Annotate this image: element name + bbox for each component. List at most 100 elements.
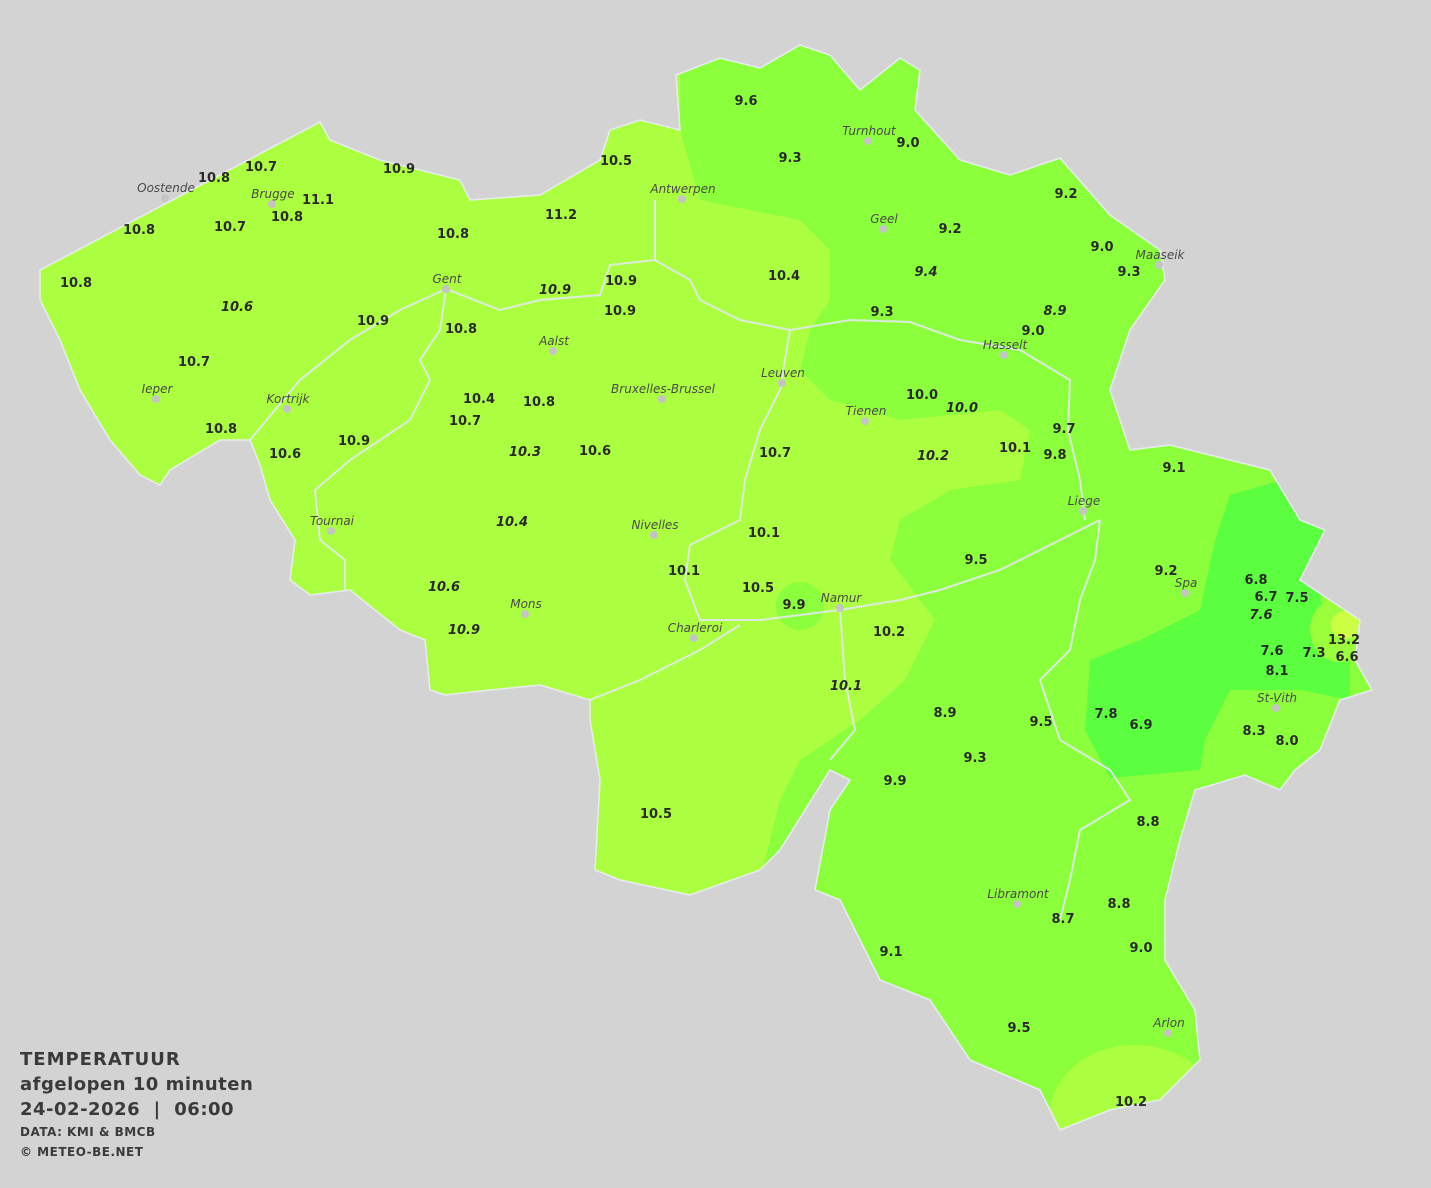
temperature-reading: 10.4 bbox=[463, 392, 495, 407]
temperature-reading: 10.4 bbox=[768, 269, 800, 284]
temperature-reading: 9.0 bbox=[1021, 324, 1044, 339]
city-label: Tournai bbox=[310, 514, 355, 528]
temperature-reading: 10.7 bbox=[449, 414, 481, 429]
temperature-reading: 8.8 bbox=[1136, 815, 1159, 830]
temperature-reading: 6.9 bbox=[1129, 718, 1152, 733]
temperature-reading: 10.7 bbox=[245, 160, 277, 175]
temperature-reading: 9.2 bbox=[938, 222, 961, 237]
temperature-reading: 9.5 bbox=[964, 553, 987, 568]
temperature-reading: 9.4 bbox=[914, 265, 937, 280]
temperature-reading: 9.6 bbox=[734, 94, 757, 109]
city-label: Nivelles bbox=[631, 518, 678, 532]
temperature-reading: 10.6 bbox=[269, 447, 301, 462]
temperature-reading: 10.0 bbox=[946, 401, 978, 416]
city-label: Hasselt bbox=[983, 338, 1029, 352]
hot-spot bbox=[1331, 611, 1359, 639]
temperature-reading: 9.1 bbox=[879, 945, 902, 960]
city-label: Mons bbox=[510, 597, 542, 611]
temperature-reading: 10.5 bbox=[600, 154, 632, 169]
temperature-reading: 10.8 bbox=[205, 422, 237, 437]
temperature-reading: 10.4 bbox=[496, 515, 528, 530]
temperature-reading: 11.2 bbox=[545, 208, 577, 223]
temperature-reading: 10.9 bbox=[604, 304, 636, 319]
temperature-reading: 11.1 bbox=[302, 193, 334, 208]
city-layer: Oostende Brugge Antwerpen Turnhout Geel Maase… bbox=[137, 124, 1297, 1037]
city-label: Libramont bbox=[987, 887, 1050, 901]
temperature-reading: 10.5 bbox=[640, 807, 672, 822]
city-label: Turnhout bbox=[842, 124, 897, 138]
temperature-reading: 9.0 bbox=[1129, 941, 1152, 956]
map-period: afgelopen 10 minuten bbox=[20, 1074, 254, 1095]
temperature-reading: 9.5 bbox=[1007, 1021, 1030, 1036]
temperature-reading: 10.7 bbox=[759, 446, 791, 461]
temperature-reading: 9.9 bbox=[883, 774, 906, 789]
temperature-reading: 10.8 bbox=[198, 171, 230, 186]
city-dot bbox=[678, 195, 686, 203]
temperature-reading: 10.1 bbox=[999, 441, 1031, 456]
city-dot bbox=[283, 405, 291, 413]
temperature-reading: 10.3 bbox=[509, 445, 541, 460]
temperature-reading: 10.6 bbox=[428, 580, 460, 595]
temperature-reading: 7.6 bbox=[1249, 608, 1272, 623]
temperature-reading: 9.1 bbox=[1162, 461, 1185, 476]
city-dot bbox=[650, 531, 658, 539]
city-label: Gent bbox=[433, 272, 463, 286]
temperature-reading: 10.2 bbox=[873, 625, 905, 640]
temperature-reading: 10.9 bbox=[383, 162, 415, 177]
city-label: Liege bbox=[1068, 494, 1100, 508]
city-label: Ieper bbox=[142, 382, 174, 396]
city-label: St-Vith bbox=[1257, 691, 1297, 705]
city-dot bbox=[152, 395, 160, 403]
temperature-reading: 13.2 bbox=[1328, 633, 1360, 648]
temperature-reading: 8.7 bbox=[1051, 912, 1074, 927]
temperature-reading: 8.8 bbox=[1107, 897, 1130, 912]
temperature-reading: 6.8 bbox=[1244, 573, 1267, 588]
city-label: Geel bbox=[870, 212, 898, 226]
city-dot bbox=[327, 527, 335, 535]
temperature-reading: 10.2 bbox=[1115, 1095, 1147, 1110]
temperature-reading: 10.8 bbox=[523, 395, 555, 410]
legend: TEMPERATUUR afgelopen 10 minuten 24-02-2… bbox=[20, 1047, 253, 1162]
data-source: DATA: KMI & BMCB bbox=[20, 1125, 156, 1139]
temperature-reading: 10.1 bbox=[748, 526, 780, 541]
city-dot bbox=[1079, 507, 1087, 515]
temperature-reading: 10.6 bbox=[221, 300, 253, 315]
city-label: Spa bbox=[1175, 576, 1198, 590]
temperature-reading: 9.3 bbox=[778, 151, 801, 166]
city-label: Bruxelles-Brussel bbox=[611, 382, 716, 396]
city-dot bbox=[521, 610, 529, 618]
city-dot bbox=[1155, 261, 1163, 269]
temperature-reading: 10.7 bbox=[178, 355, 210, 370]
city-dot bbox=[658, 395, 666, 403]
map-title: TEMPERATUUR bbox=[20, 1049, 181, 1070]
temperature-reading: 7.5 bbox=[1285, 591, 1308, 606]
temperature-reading: 10.5 bbox=[742, 581, 774, 596]
city-label: Namur bbox=[821, 591, 863, 605]
temperature-reading: 10.8 bbox=[123, 223, 155, 238]
temperature-reading: 9.5 bbox=[1029, 715, 1052, 730]
temperature-reading: 9.2 bbox=[1054, 187, 1077, 202]
city-label: Brugge bbox=[251, 187, 294, 201]
temperature-reading: 10.9 bbox=[448, 623, 480, 638]
city-dot bbox=[268, 200, 276, 208]
temperature-reading: 8.1 bbox=[1265, 664, 1288, 679]
map-datetime: 24-02-2026 | 06:00 bbox=[20, 1099, 235, 1120]
mid-zone-namur bbox=[776, 582, 824, 630]
temperature-reading: 9.0 bbox=[896, 136, 919, 151]
temperature-reading: 6.6 bbox=[1335, 650, 1358, 665]
city-label: Aalst bbox=[538, 334, 570, 348]
temperature-reading: 7.3 bbox=[1302, 646, 1325, 661]
city-label: Tienen bbox=[846, 404, 887, 418]
temperature-reading: 10.0 bbox=[906, 388, 938, 403]
temperature-reading: 10.9 bbox=[357, 314, 389, 329]
temperature-reading: 9.7 bbox=[1052, 422, 1075, 437]
city-dot bbox=[861, 417, 869, 425]
temperature-reading: 6.7 bbox=[1254, 590, 1277, 605]
temperature-reading: 7.8 bbox=[1094, 707, 1117, 722]
temperature-reading: 10.8 bbox=[445, 322, 477, 337]
temperature-reading: 10.8 bbox=[437, 227, 469, 242]
temperature-reading: 10.2 bbox=[917, 449, 949, 464]
temperature-reading: 10.6 bbox=[579, 444, 611, 459]
temperature-reading: 9.9 bbox=[782, 598, 805, 613]
